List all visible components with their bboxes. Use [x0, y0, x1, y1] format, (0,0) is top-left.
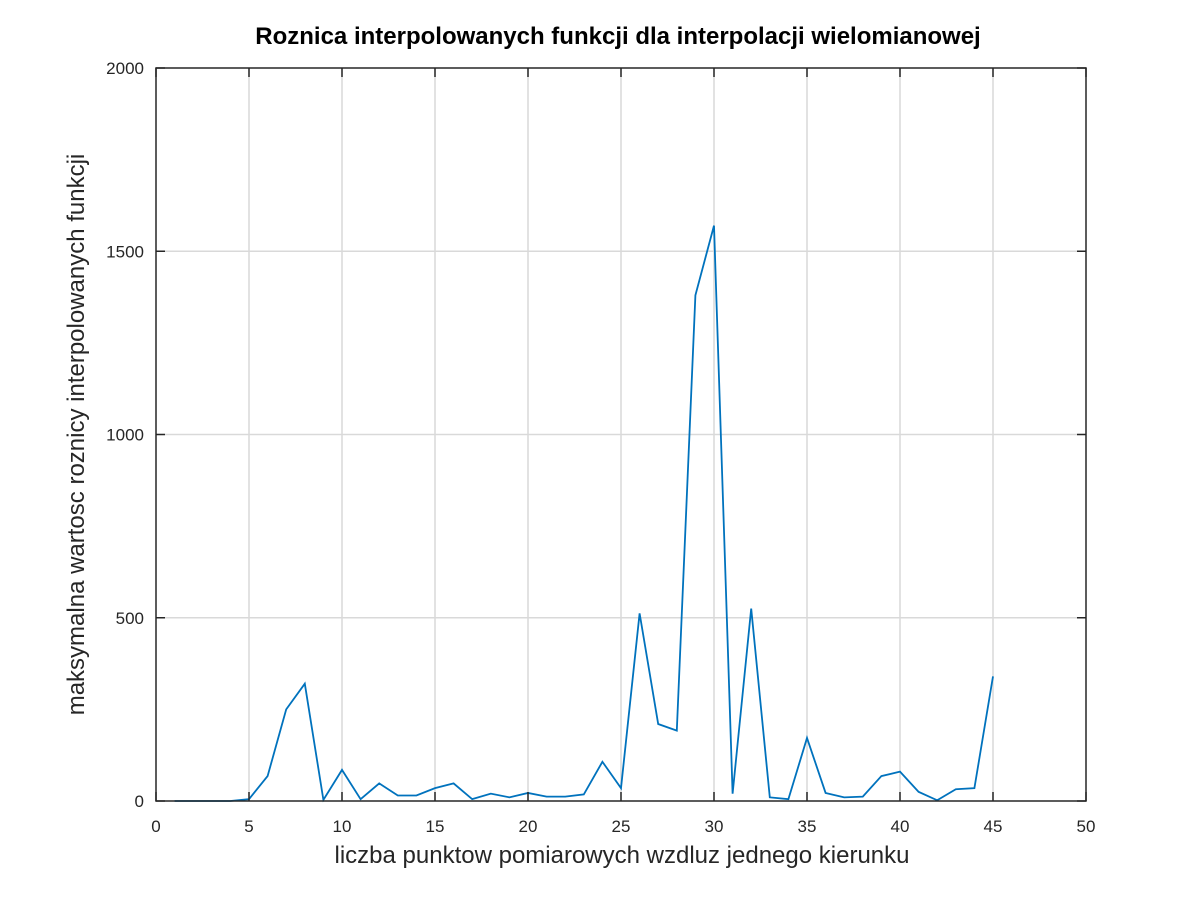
y-tick-label: 1000 — [106, 426, 144, 445]
x-tick-label: 50 — [1077, 817, 1096, 836]
x-tick-label: 15 — [426, 817, 445, 836]
series-line — [174, 225, 994, 803]
x-tick-label: 10 — [333, 817, 352, 836]
y-tick-label: 2000 — [106, 59, 144, 78]
tick-marks — [155, 67, 1087, 802]
x-tick-label: 35 — [798, 817, 817, 836]
x-axis-label: liczba punktow pomiarowych wzdluz jedneg… — [335, 842, 910, 869]
x-tick-label: 45 — [984, 817, 1003, 836]
x-tick-label: 20 — [519, 817, 538, 836]
x-tick-label: 0 — [151, 817, 160, 836]
y-tick-label: 0 — [135, 792, 144, 811]
y-tick-label: 500 — [116, 609, 144, 628]
x-tick-label: 30 — [705, 817, 724, 836]
x-tick-label: 5 — [244, 817, 253, 836]
grid-lines — [156, 68, 1086, 801]
y-tick-label: 1500 — [106, 242, 144, 261]
y-axis-label: maksymalna wartosc roznicy interpolowany… — [63, 154, 90, 716]
series-layer — [174, 225, 994, 803]
chart-title: Roznica interpolowanych funkcji dla inte… — [255, 23, 980, 50]
y-tick-labels: 0 500 1000 1500 2000 — [106, 59, 144, 811]
x-tick-labels: 0 5 10 15 20 25 30 35 40 45 50 — [151, 817, 1095, 836]
x-tick-label: 25 — [612, 817, 631, 836]
x-tick-label: 40 — [891, 817, 910, 836]
